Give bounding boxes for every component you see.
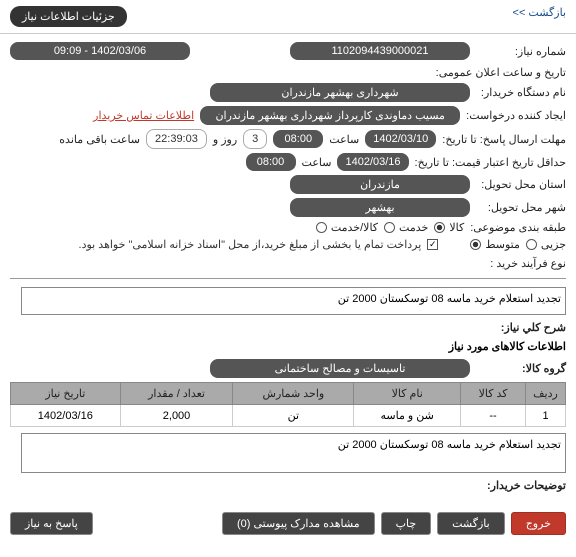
class-both[interactable]: کالا/خدمت <box>316 221 378 234</box>
pay-note: پرداخت تمام یا بخشی از مبلغ خرید،از محل … <box>79 238 422 251</box>
class-service[interactable]: خدمت <box>384 221 428 234</box>
contact-link[interactable]: اطلاعات تماس خریدار <box>93 109 194 122</box>
deadline-date: 1402/03/10 <box>365 130 436 148</box>
buyer-label: نام دستگاه خریدار: <box>476 86 566 99</box>
attach-button[interactable]: مشاهده مدارک پیوستی (0) <box>222 512 375 535</box>
page-title: جزئیات اطلاعات نیاز <box>10 6 127 27</box>
deadline-label: مهلت ارسال پاسخ: تا تاریخ: <box>442 133 566 146</box>
datetime-value: 1402/03/06 - 09:09 <box>10 42 190 60</box>
reqnum-value: 1102094439000021 <box>290 42 470 60</box>
time-label-1: ساعت <box>329 133 359 146</box>
city-label: شهر محل تحویل: <box>476 201 566 214</box>
items-title: اطلاعات کالاهای مورد نیاز <box>10 340 566 353</box>
group-label: گروه کالا: <box>476 362 566 375</box>
type-small[interactable]: جزیی <box>526 238 566 251</box>
th-qty: تعداد / مقدار <box>120 383 233 405</box>
class-kala[interactable]: کالا <box>434 221 464 234</box>
remain-label: ساعت باقی مانده <box>59 133 140 146</box>
validity-time: 08:00 <box>246 153 296 171</box>
time-label-2: ساعت <box>302 156 332 169</box>
th-unit: واحد شمارش <box>233 383 354 405</box>
remain-value: 22:39:03 <box>146 129 207 149</box>
th-name: نام کالا <box>354 383 461 405</box>
deadline-time: 08:00 <box>273 130 323 148</box>
buyer-note-text: تجدید استعلام خرید ماسه 08 توسکستان 2000… <box>21 433 566 473</box>
creator-value: مسیب دماوندی کارپرداز شهرداری بهشهر مازن… <box>200 106 460 125</box>
province-value: مازندران <box>290 175 470 194</box>
group-value: تاسیسات و مصالح ساختمانی <box>210 359 470 378</box>
pay-check[interactable] <box>427 239 438 250</box>
desc-text: تجدید استعلام خرید ماسه 08 توسکستان 2000… <box>21 287 566 315</box>
type-medium[interactable]: متوسط <box>470 238 520 251</box>
buyer-value: شهرداری بهشهر مازندران <box>210 83 470 102</box>
exit-button[interactable]: خروج <box>511 512 566 535</box>
validity-date: 1402/03/16 <box>337 153 408 171</box>
days-value: 3 <box>243 129 267 149</box>
buyer-note-label: توضیحات خریدار: <box>476 479 566 492</box>
desc-label: شرح کلي نیاز: <box>476 321 566 334</box>
class-label: طبقه بندی موضوعی: <box>470 221 566 234</box>
day-label: روز و <box>213 133 237 146</box>
print-button[interactable]: چاپ <box>381 512 432 535</box>
th-date: تاریخ نیاز <box>11 383 121 405</box>
items-table: ردیف کد کالا نام کالا واحد شمارش تعداد /… <box>10 382 566 427</box>
reply-button[interactable]: پاسخ به نیاز <box>10 512 93 535</box>
type-label: نوع فرآیند خرید : <box>476 257 566 270</box>
validity-label: حداقل تاریخ اعتبار قیمت: تا تاریخ: <box>415 156 566 169</box>
datetime-label: تاریخ و ساعت اعلان عمومی: <box>436 66 566 79</box>
table-row: 1 -- شن و ماسه تن 2,000 1402/03/16 <box>11 405 566 427</box>
back-link[interactable]: بازگشت >> <box>513 6 566 27</box>
province-label: استان محل تحویل: <box>476 178 566 191</box>
th-code: کد کالا <box>461 383 526 405</box>
reqnum-label: شماره نیاز: <box>476 45 566 58</box>
th-row: ردیف <box>526 383 566 405</box>
creator-label: ایجاد کننده درخواست: <box>466 109 566 122</box>
city-value: بهشهر <box>290 198 470 217</box>
back-button[interactable]: بازگشت <box>437 512 505 535</box>
